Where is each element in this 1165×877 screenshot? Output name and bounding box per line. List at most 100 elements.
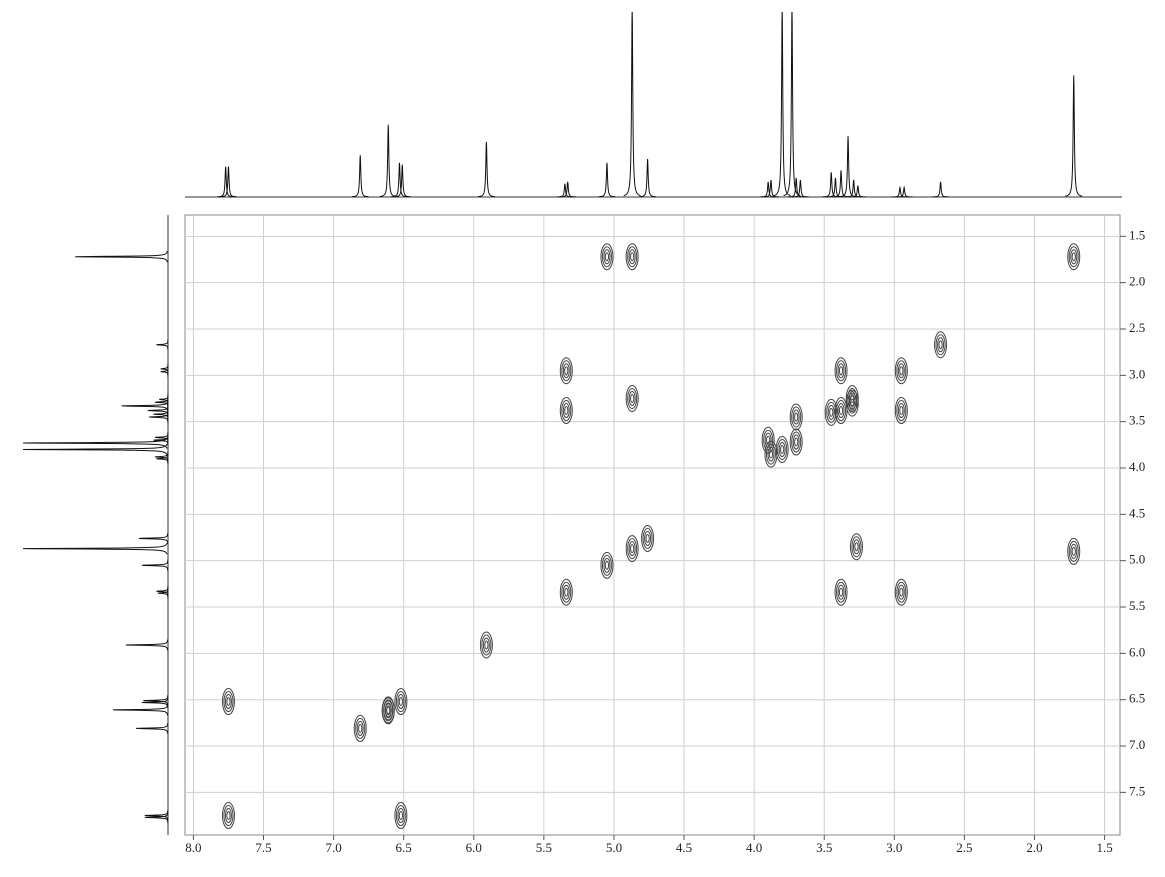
- y-tick-label: 2.0: [1129, 274, 1145, 289]
- contour: [894, 357, 908, 385]
- contour: [381, 697, 395, 725]
- contour: [397, 808, 405, 824]
- contour: [627, 538, 638, 560]
- x-tick-label: 6.0: [466, 840, 482, 855]
- x-tick-label: 7.0: [325, 840, 341, 855]
- contour: [561, 360, 572, 382]
- contour: [398, 697, 403, 707]
- contour: [834, 578, 848, 606]
- contour: [792, 434, 800, 450]
- contour: [780, 444, 785, 454]
- cross-peak: [559, 397, 573, 425]
- contour: [851, 536, 862, 558]
- contour: [628, 541, 636, 557]
- contour: [1070, 543, 1078, 559]
- contour: [559, 357, 573, 385]
- spectrum-peak: [141, 696, 169, 709]
- cross-peak: [559, 578, 573, 606]
- contour: [226, 697, 231, 707]
- contour: [386, 706, 391, 716]
- cross-peak: [789, 428, 803, 456]
- spectrum-peak: [22, 443, 168, 456]
- spectrum-peak: [157, 587, 169, 599]
- cross-peak: [381, 697, 395, 725]
- contour: [627, 246, 638, 268]
- contour: [1070, 249, 1078, 265]
- contour: [1071, 252, 1076, 262]
- contour: [630, 544, 635, 554]
- contour: [894, 578, 908, 606]
- contour: [897, 363, 905, 379]
- cross-peak: [849, 533, 863, 561]
- x-tick-label: 2.5: [956, 840, 972, 855]
- contour: [834, 357, 848, 385]
- x-tick-label: 3.0: [886, 840, 902, 855]
- contour: [845, 384, 859, 412]
- cross-peak: [834, 357, 848, 385]
- contour: [938, 340, 943, 350]
- y-tick-label: 5.5: [1129, 598, 1145, 613]
- spectrum-peak: [143, 695, 169, 707]
- cross-peak: [625, 384, 639, 412]
- contour: [484, 640, 489, 650]
- contour: [358, 723, 363, 733]
- spectrum-peak: [598, 162, 616, 198]
- contour: [562, 584, 570, 600]
- contour: [837, 584, 845, 600]
- contour: [896, 400, 907, 422]
- contour-layer: [221, 243, 1081, 830]
- cross-peak: [764, 440, 778, 468]
- contour: [836, 400, 847, 422]
- x-tick-label: 3.5: [816, 840, 832, 855]
- cross-peak: [775, 435, 789, 463]
- contour: [826, 401, 837, 423]
- contour: [850, 398, 855, 408]
- contour: [562, 403, 570, 419]
- contour: [481, 634, 492, 656]
- spectrum-peak: [220, 166, 237, 198]
- spectrum-peak: [845, 179, 863, 198]
- spectrum-peak: [141, 559, 169, 571]
- contour: [789, 403, 803, 431]
- contour: [601, 246, 612, 268]
- contour: [604, 252, 610, 262]
- contour: [934, 331, 948, 359]
- contour: [1068, 540, 1079, 562]
- contour: [564, 406, 569, 416]
- contour: [482, 637, 490, 653]
- contour: [896, 581, 907, 603]
- contour: [642, 527, 653, 549]
- cross-peak: [394, 802, 408, 830]
- x-tick-label: 2.0: [1026, 840, 1042, 855]
- contour: [761, 426, 775, 454]
- contour: [355, 717, 366, 739]
- contour: [394, 802, 408, 830]
- spectrum-peak: [136, 722, 169, 735]
- cross-peak: [353, 714, 367, 742]
- spectrum-peak: [144, 809, 169, 822]
- spectrum-peak: [556, 183, 574, 198]
- contour: [897, 584, 905, 600]
- contour: [356, 720, 364, 736]
- contour: [899, 366, 904, 376]
- spectrum-peak: [559, 181, 577, 198]
- spectrum-peak: [839, 136, 857, 198]
- contour: [395, 805, 406, 827]
- contour: [1071, 546, 1076, 556]
- spectrum-peak: [144, 811, 169, 823]
- contour: [604, 560, 610, 570]
- spectrum-peak: [391, 162, 408, 198]
- contour: [226, 811, 231, 821]
- spectrum-peak: [351, 155, 369, 198]
- contour: [766, 435, 771, 445]
- contour: [848, 395, 856, 411]
- y-tick-label: 4.0: [1129, 459, 1145, 474]
- spectrum-peak: [156, 453, 169, 465]
- spectrum-peak: [154, 431, 169, 443]
- contour: [603, 249, 611, 265]
- contour: [394, 688, 408, 716]
- y-tick-label: 6.0: [1129, 644, 1145, 659]
- contour: [854, 542, 859, 552]
- contour: [838, 406, 844, 416]
- contour: [600, 551, 614, 579]
